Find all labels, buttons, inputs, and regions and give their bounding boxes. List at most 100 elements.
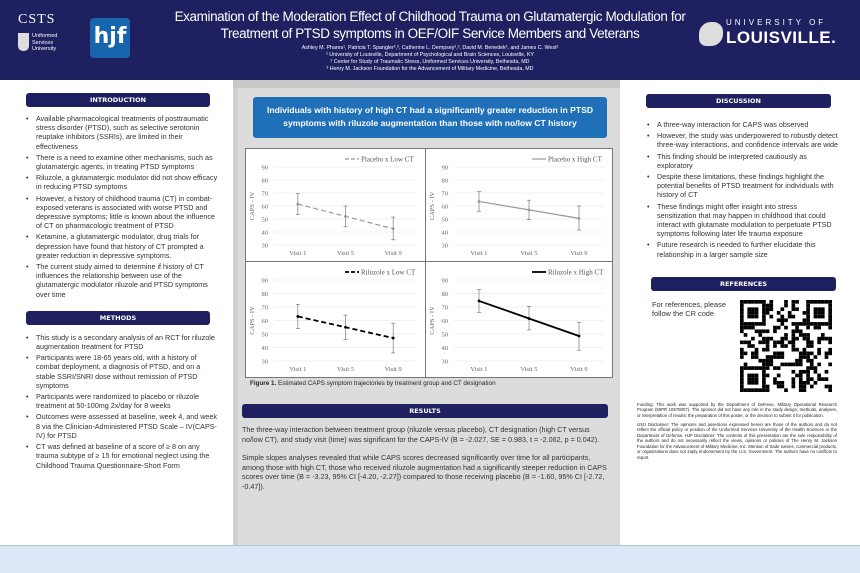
qr-module [817,299,821,304]
list-item: Outcomes were assessed at baseline, week… [26,412,218,440]
qr-module [806,314,810,319]
y-tick-label: 80 [262,178,269,185]
qr-module [791,332,796,337]
qr-module [758,340,763,345]
y-tick-label: 60 [262,318,269,325]
qr-module [798,380,803,385]
qr-module [762,369,766,374]
poster-header: CSTS Uniformed Services University hjf E… [0,0,860,80]
qr-module [765,340,770,345]
chart-placebo-low-ct: 30 40 50 60 70 80 90 Visit 1 Visit 5 Visit 9 CAPS … [249,156,417,257]
qr-module [751,325,755,330]
qr-module [806,344,810,348]
chart-panel-riluzole-high-ct: 30 40 50 60 70 80 90 Visit 1 Visit 5 Visit 9 CAPS … [425,261,613,378]
qr-module [798,377,803,381]
qr-module [754,377,759,381]
results-heading: RESULTS [242,404,608,418]
qr-module [795,325,799,330]
qr-module [828,347,832,352]
qr-module [762,336,766,341]
qr-module [751,377,755,381]
qr-module [820,299,825,304]
qr-module [780,340,785,345]
qr-module [776,340,781,345]
qr-module [806,355,810,359]
qr-module [751,299,755,304]
qr-module [806,307,810,311]
x-tick-label: Visit 5 [337,366,354,373]
data-point [296,315,300,318]
qr-module [828,351,832,356]
qr-module [817,351,821,356]
qr-module [787,310,792,315]
qr-module [809,321,814,326]
qr-module [809,384,814,389]
qr-module [747,340,752,345]
data-point [527,317,531,320]
qr-module [773,351,777,356]
qr-module [787,362,792,367]
qr-module [743,340,748,345]
x-tick-label: Visit 9 [570,366,587,373]
qr-code[interactable] [740,299,832,392]
qr-module [751,344,755,348]
qr-module [813,310,818,315]
qr-module [791,314,796,319]
qr-module [780,321,785,326]
qr-module [806,303,810,308]
qr-module [817,340,821,345]
qr-module [740,321,744,326]
qr-module [791,344,796,348]
y-tick-label: 70 [442,191,449,198]
qr-module [798,369,803,374]
qr-module [784,299,788,304]
left-column-content: INTRODUCTION Available pharmacological t… [26,93,218,472]
y-tick-label: 30 [262,359,269,366]
qr-module [762,384,766,389]
qr-module [809,299,814,304]
qr-module [754,373,759,378]
qr-module [740,388,744,392]
list-item: This study is a secondary analysis of an… [26,333,218,351]
qr-module [765,373,770,378]
qr-module [802,369,807,374]
y-tick-label: 40 [442,230,449,237]
results-paragraph: Simple slopes analyses revealed that whi… [242,453,607,491]
figure-caption: Figure 1. Estimated CAPS symptom traject… [250,380,496,387]
qr-module [747,325,752,330]
usu-logo: Uniformed Services University [18,33,74,53]
qr-module [798,388,803,392]
qr-module [817,336,821,341]
affiliation: ¹ University of Louisville, Department o… [326,52,534,58]
qr-module [824,384,829,389]
qr-module [762,380,766,385]
qr-module [740,366,744,370]
qr-module [776,366,781,370]
data-point [477,200,481,203]
qr-module [765,329,770,333]
qr-module [809,351,814,356]
qr-module [791,384,796,389]
qr-module [765,303,770,308]
qr-module [747,307,752,311]
list-item: Participants were randomized to placebo … [26,392,218,410]
qr-module [758,366,763,370]
qr-module [747,299,752,304]
qr-module [769,307,774,311]
qr-module [802,336,807,341]
data-point [391,336,395,340]
y-tick-label: 90 [442,278,449,285]
qr-module [743,388,748,392]
qr-module [747,366,752,370]
qr-module [776,384,781,389]
qr-module [820,321,825,326]
qr-module [765,384,770,389]
qr-module [773,329,777,333]
qr-module [817,310,821,315]
qr-module [798,384,803,389]
qr-module [765,358,770,363]
list-item: Riluzole, a glutamatergic modulator did … [26,173,218,191]
qr-module [776,355,781,359]
qr-module [743,325,748,330]
qr-module [806,325,810,330]
